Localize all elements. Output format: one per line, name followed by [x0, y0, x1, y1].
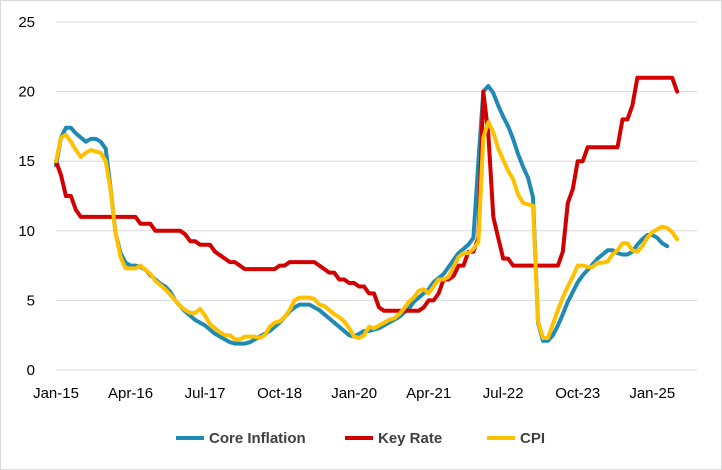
x-tick-label: Apr-21: [406, 385, 451, 402]
x-tick-label: Jan-25: [629, 385, 675, 402]
legend-label: Key Rate: [378, 430, 442, 447]
legend-label: CPI: [520, 430, 545, 447]
y-tick-label: 15: [18, 153, 35, 170]
y-tick-label: 5: [27, 292, 35, 309]
x-tick-label: Jan-20: [331, 385, 377, 402]
y-tick-label: 25: [18, 14, 35, 31]
series-lines: [54, 75, 680, 346]
x-tick-label: Jan-15: [33, 385, 79, 402]
gridlines: [56, 21, 697, 301]
y-tick-label: 10: [18, 223, 35, 240]
x-tick-label: Jul-17: [185, 385, 226, 402]
x-tick-label: Oct-23: [555, 385, 600, 402]
y-tick-label: 20: [18, 84, 35, 101]
series-line-key-rate: [54, 75, 680, 313]
x-axis-ticks: Jan-15 Apr-16 Jul-17 Oct-18 Jan-20 Apr-21 Jul-…: [33, 385, 675, 402]
series-line-cpi: [54, 120, 680, 342]
x-tick-label: Apr-16: [108, 385, 153, 402]
y-tick-label: 0: [27, 362, 35, 379]
legend: Core Inflation Key Rate CPI: [176, 430, 545, 447]
series-line-core-inflation: [54, 84, 670, 346]
x-tick-label: Oct-18: [257, 385, 302, 402]
legend-label: Core Inflation: [209, 430, 306, 447]
y-axis-ticks: 0 5 10 15 20 25: [18, 14, 35, 379]
x-tick-label: Jul-22: [483, 385, 524, 402]
